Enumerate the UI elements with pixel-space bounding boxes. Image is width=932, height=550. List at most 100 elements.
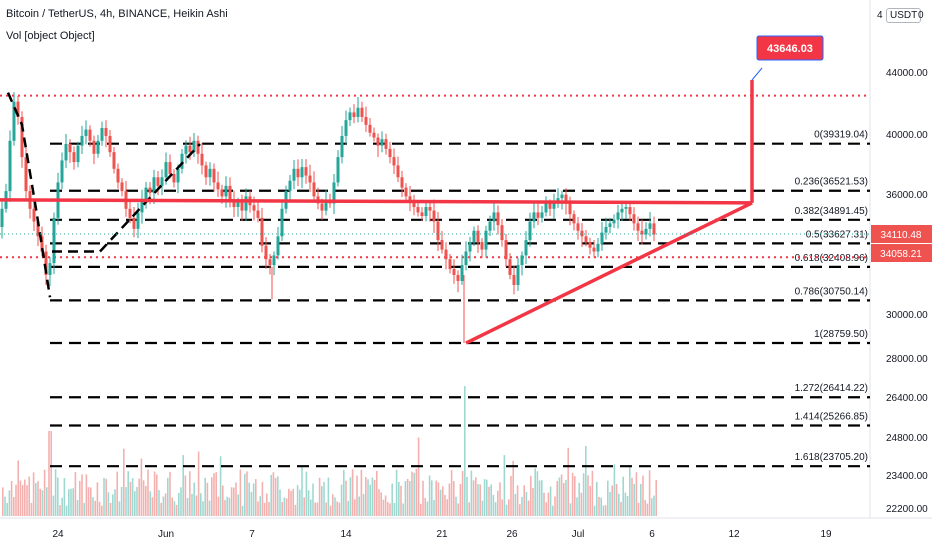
volume-bar (404, 481, 407, 516)
volume-bar (107, 492, 110, 516)
candle-body (468, 241, 472, 252)
candle-body (36, 221, 40, 237)
volume-bar (613, 464, 616, 516)
volume-bar (549, 486, 552, 516)
volume-bar (327, 477, 330, 516)
volume-bar (321, 486, 323, 516)
time-tick-label: 24 (52, 529, 64, 540)
volume-bar (162, 496, 165, 516)
volume-bar (360, 469, 363, 516)
candle-body (0, 208, 4, 228)
volume-bar (644, 500, 646, 516)
volume-bar (538, 480, 541, 516)
candle-body (220, 189, 224, 197)
volume-bar (299, 489, 301, 516)
volume-bar (288, 488, 290, 516)
volume-bar (611, 485, 613, 516)
volume-bar (323, 481, 325, 516)
candle-body (164, 162, 168, 178)
candle-body (188, 145, 192, 153)
volume-bar (310, 499, 312, 516)
volume-bar (378, 489, 380, 516)
volume-bar (565, 479, 567, 516)
volume-bar (248, 482, 250, 516)
candle-body (280, 208, 284, 237)
candle-body (520, 255, 524, 266)
candle-body (136, 212, 140, 229)
candle-body (352, 112, 356, 118)
volume-bar (393, 503, 396, 516)
volume-bar (646, 503, 649, 516)
candle-body (60, 160, 64, 183)
candle-body (400, 177, 404, 188)
volume-bar (514, 493, 517, 516)
candle-body (424, 207, 428, 217)
candle-body (104, 127, 108, 136)
volume-bar (127, 471, 129, 516)
volume-bar (35, 483, 37, 516)
candle-body (304, 167, 308, 176)
volume-bar (318, 477, 321, 516)
volume-bar (444, 494, 446, 516)
volume-bar (285, 498, 288, 516)
candle-body (564, 194, 568, 204)
volume-bar (76, 500, 79, 516)
candle-body (84, 129, 88, 136)
volume-bar (138, 478, 140, 516)
volume-indicator-label[interactable]: Vol [object Object] (6, 30, 95, 42)
volume-bar (420, 503, 422, 516)
volume-bar (384, 495, 387, 516)
volume-bar (268, 502, 270, 516)
candle-body (312, 182, 316, 197)
volume-bar (85, 474, 88, 516)
volume-bar (149, 491, 151, 516)
candle-body (144, 187, 148, 200)
candle-body (44, 251, 48, 275)
volume-bar (530, 475, 532, 516)
volume-bar (151, 497, 154, 516)
volume-bar (233, 487, 235, 516)
fib-level-label: 0(39319.04) (814, 130, 868, 141)
drawn-path-up (52, 143, 201, 253)
candle-body (348, 112, 352, 121)
volume-bar (395, 469, 398, 516)
volume-bar (651, 498, 653, 516)
volume-bar (510, 475, 512, 516)
fib-level-label: 1.618(23705.20) (795, 452, 868, 463)
volume-bar (576, 497, 578, 516)
candle-body (472, 230, 476, 242)
candle-body (512, 274, 516, 285)
candle-body (100, 127, 104, 141)
volume-bar (57, 477, 59, 516)
currency-badge[interactable]: USDT (886, 8, 922, 23)
candle-body (492, 212, 496, 222)
candle-body (264, 245, 268, 260)
candle-body (256, 210, 260, 218)
volume-bar (585, 446, 587, 516)
volume-bar (259, 496, 261, 516)
volume-bar (92, 497, 94, 516)
candle-body (620, 208, 624, 213)
volume-bar (215, 472, 217, 516)
volume-bar (527, 500, 530, 516)
volume-bar (26, 485, 28, 516)
candle-body (168, 162, 172, 174)
volume-bar (580, 492, 583, 516)
volume-bar (112, 494, 114, 516)
volume-bar (255, 479, 257, 516)
price-tick-label: 22200.00 (886, 504, 928, 515)
volume-bar (340, 484, 343, 516)
second-price-text: 34058.21 (880, 249, 922, 260)
candle-body (192, 140, 196, 153)
volume-bar (351, 469, 354, 516)
volume-bar (252, 483, 255, 516)
fib-level-label: 1(28759.50) (814, 329, 868, 340)
volume-bar (563, 482, 565, 516)
volume-bar (41, 490, 44, 516)
volume-bar (519, 504, 521, 516)
candle-body (204, 165, 208, 178)
volume-bar (189, 471, 191, 516)
candle-body (548, 203, 552, 209)
volume-bar (461, 471, 464, 516)
